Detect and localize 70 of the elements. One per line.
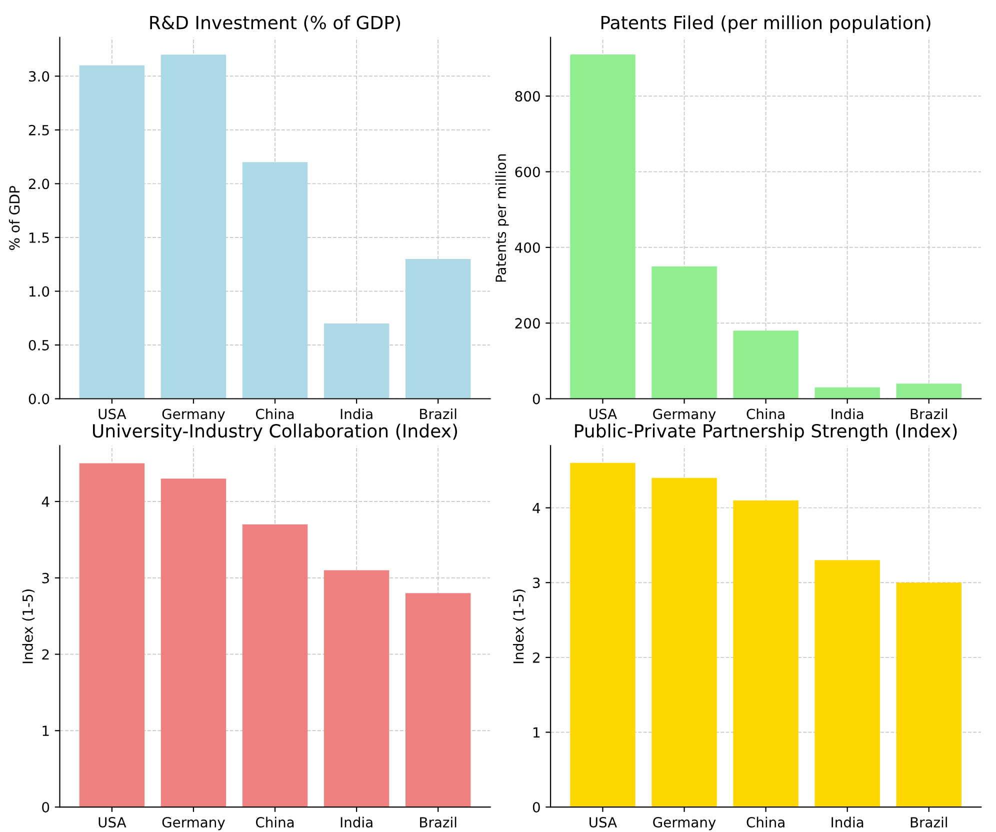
y-tick-label: 1: [534, 727, 540, 738]
x-tick-label: Brazil: [910, 816, 947, 828]
x-tick-label: USA: [98, 408, 126, 420]
bar: [570, 462, 636, 808]
bar: [242, 162, 308, 399]
bar: [405, 593, 471, 808]
bar: [652, 266, 717, 399]
y-tick-label: 4: [42, 496, 50, 507]
bar: [896, 384, 962, 399]
bar: [242, 524, 308, 808]
bar: [814, 560, 880, 808]
bar: [896, 582, 962, 808]
y-tick-label: 3: [42, 572, 49, 584]
x-tick-label: Brazil: [910, 408, 947, 420]
x-tick-label: Brazil: [420, 408, 456, 420]
chart-title: Patents Filed (per million population): [601, 15, 930, 33]
y-tick-label: 1.0: [29, 286, 50, 297]
x-tick-label: USA: [590, 408, 617, 420]
y-tick-label: 0: [42, 802, 50, 813]
x-tick-label: India: [832, 408, 864, 420]
y-tick-label: 2.5: [28, 124, 49, 136]
y-axis-title: Index (1-5): [512, 589, 526, 664]
x-tick-label: India: [340, 408, 372, 420]
y-tick-label: 3.0: [29, 71, 50, 82]
bar: [814, 387, 880, 399]
y-tick-label: 0: [532, 394, 540, 404]
x-tick-label: China: [256, 408, 294, 420]
y-tick-label: 0.0: [28, 394, 50, 404]
y-tick-label: 0.5: [28, 340, 49, 350]
bar: [405, 258, 471, 399]
x-tick-label: Germany: [162, 408, 225, 422]
x-tick-label: Germany: [653, 817, 716, 830]
y-tick-label: 4: [532, 502, 540, 514]
y-tick-label: 3: [533, 578, 540, 588]
y-tick-label: 0: [532, 802, 540, 813]
y-tick-label: 800: [515, 91, 540, 102]
x-tick-label: Brazil: [420, 816, 456, 828]
bar: [79, 463, 145, 808]
y-tick-label: 2: [533, 652, 540, 663]
y-tick-label: 1: [42, 726, 49, 736]
bar: [570, 54, 636, 399]
x-tick-label: China: [256, 816, 294, 828]
chart-title: Public-Private Partnership Strength (Index): [575, 424, 957, 442]
bar: [160, 54, 226, 399]
bar: [324, 323, 390, 399]
y-tick-label: 200: [515, 318, 540, 329]
x-tick-label: India: [832, 816, 864, 828]
bar: [733, 500, 798, 808]
bar: [79, 65, 145, 399]
bar: [733, 330, 798, 399]
y-axis-title: Patents per million: [495, 154, 509, 282]
chart-title: University-Industry Collaboration (Index): [93, 424, 458, 442]
x-tick-label: USA: [590, 817, 617, 828]
chart-title: R&D Investment (% of GDP): [150, 15, 400, 32]
y-axis-title: Index (1-5): [22, 589, 35, 664]
y-tick-label: 600: [515, 166, 540, 178]
x-tick-label: Germany: [653, 408, 716, 422]
x-tick-label: USA: [98, 817, 126, 828]
bar: [652, 478, 717, 808]
y-tick-label: 2.0: [28, 178, 50, 190]
x-tick-label: Germany: [162, 817, 225, 830]
x-tick-label: China: [746, 816, 784, 828]
y-tick-label: 400: [514, 242, 540, 253]
y-tick-label: 1.5: [29, 232, 49, 243]
x-tick-label: India: [340, 816, 372, 828]
bar: [324, 570, 390, 808]
bar: [160, 478, 226, 808]
y-axis-title: % of GDP: [8, 186, 20, 250]
y-tick-label: 2: [42, 649, 49, 660]
x-tick-label: China: [746, 408, 784, 420]
